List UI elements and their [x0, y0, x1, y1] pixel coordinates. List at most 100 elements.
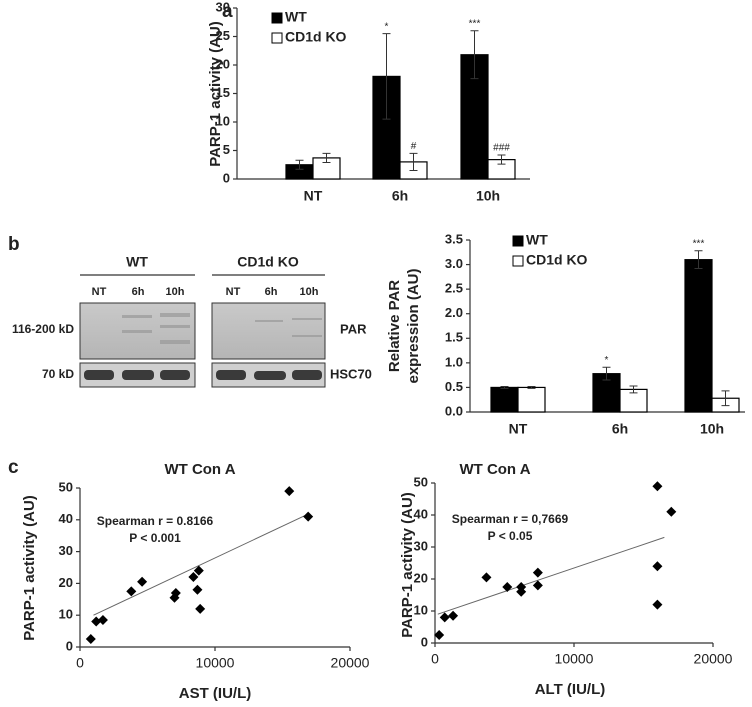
y-tick-label: 30 [59, 543, 73, 558]
x-tick-label: 6h [392, 188, 408, 204]
y-axis-label: PARP-1 activity (AU) [399, 492, 416, 638]
y-tick-label: 50 [59, 479, 73, 494]
y-tick-label: 30 [414, 538, 428, 553]
y-tick-label: 0 [223, 170, 230, 185]
blot-bands [122, 313, 322, 344]
y-tick-label: 40 [414, 506, 428, 521]
point [91, 616, 102, 627]
group-label: WT [126, 254, 148, 270]
point [85, 634, 96, 645]
y-tick-label: 1.5 [445, 330, 463, 345]
y-tick-label: 50 [414, 474, 428, 489]
y-tick-label: 0 [421, 634, 428, 649]
y-tick-label: 10 [414, 602, 428, 617]
blot: WT CD1d KO NT 6h 10h NT 6h 10h 116-200 k… [12, 254, 372, 388]
bar [490, 386, 519, 413]
y-tick-label: 2.0 [445, 305, 463, 320]
x-tick-label: 10000 [555, 651, 594, 667]
x-tick-label: NT [304, 188, 323, 204]
chart-title: WT Con A [164, 461, 235, 478]
y-tick-label: 3.0 [445, 256, 463, 271]
legend-swatch [271, 12, 283, 24]
point [303, 511, 314, 522]
legend-label: WT [285, 9, 307, 25]
point [652, 599, 663, 610]
point [448, 610, 459, 621]
legend-swatch [512, 235, 524, 247]
legend-label: CD1d KO [285, 29, 347, 45]
group-label: CD1d KO [237, 254, 299, 270]
error-bar [602, 366, 611, 381]
y-tick-label: 3.5 [445, 231, 463, 246]
legend-swatch [271, 32, 283, 44]
error-bar [629, 385, 638, 394]
point [195, 603, 206, 614]
lane-label: 10h [166, 286, 185, 298]
band-name: PAR [340, 321, 367, 336]
y-tick-label: 20 [59, 575, 73, 590]
lane-label: 10h [300, 286, 319, 298]
x-tick-label: NT [509, 421, 528, 437]
annotation: P < 0.05 [488, 529, 533, 543]
point [532, 580, 543, 591]
lane-label: 6h [132, 286, 145, 298]
point [188, 572, 199, 583]
point [434, 630, 445, 640]
significance-label: # [411, 141, 417, 152]
x-tick-label: 20000 [694, 651, 733, 667]
point [97, 614, 108, 625]
panel-label: a [222, 1, 233, 22]
panel-label: c [8, 457, 19, 478]
annotation: Spearman r = 0.8166 [97, 514, 214, 528]
y-tick-label: 0 [66, 638, 73, 653]
lane-label: NT [226, 286, 241, 298]
x-tick-label: 20000 [331, 655, 370, 671]
significance-label: * [605, 355, 609, 366]
y-tick-label: 2.5 [445, 281, 463, 296]
point [516, 582, 527, 592]
legend-swatch [512, 255, 524, 267]
error-bar [721, 390, 730, 407]
point [439, 612, 450, 623]
y-tick-label: 20 [216, 56, 230, 71]
x-axis-label: ALT (IU/L) [535, 681, 606, 698]
y-tick-label: 40 [59, 511, 73, 526]
point [170, 587, 181, 598]
point [481, 572, 492, 583]
error-bar [497, 154, 506, 165]
band-size: 70 kD [42, 367, 74, 381]
error-bar [382, 33, 391, 120]
y-axis-label: expression (AU) [405, 268, 422, 383]
y-tick-label: 20 [414, 570, 428, 585]
y-tick-label: 10 [216, 113, 230, 128]
y-tick-label: 15 [216, 85, 230, 100]
y-tick-label: 1.0 [445, 354, 463, 369]
trendline [93, 512, 310, 616]
error-bar [322, 152, 331, 163]
y-axis-label: Relative PAR [386, 280, 403, 372]
error-bar [527, 385, 536, 389]
error-bar [409, 152, 418, 171]
x-tick-label: 0 [431, 651, 439, 667]
x-tick-label: 10h [700, 421, 724, 437]
significance-label: *** [469, 18, 481, 29]
error-bar [694, 250, 703, 270]
trendline [437, 536, 665, 615]
y-tick-label: 30 [216, 0, 230, 14]
x-tick-label: 10000 [196, 655, 235, 671]
panel-label: b [8, 234, 20, 255]
x-tick-label: 10h [476, 188, 500, 204]
blot-bands [84, 370, 322, 380]
chart-title: WT Con A [459, 461, 530, 478]
legend-label: CD1d KO [526, 252, 588, 268]
legend-label: WT [526, 232, 548, 248]
annotation: Spearman r = 0,7669 [452, 512, 569, 526]
point [193, 565, 204, 576]
y-axis-label: PARP-1 activity (AU) [207, 21, 224, 167]
significance-label: *** [693, 238, 705, 249]
y-tick-label: 0.5 [445, 379, 463, 394]
point [666, 506, 677, 517]
error-bar [295, 159, 304, 170]
significance-label: * [385, 21, 389, 32]
y-axis-label: PARP-1 activity (AU) [21, 495, 38, 641]
